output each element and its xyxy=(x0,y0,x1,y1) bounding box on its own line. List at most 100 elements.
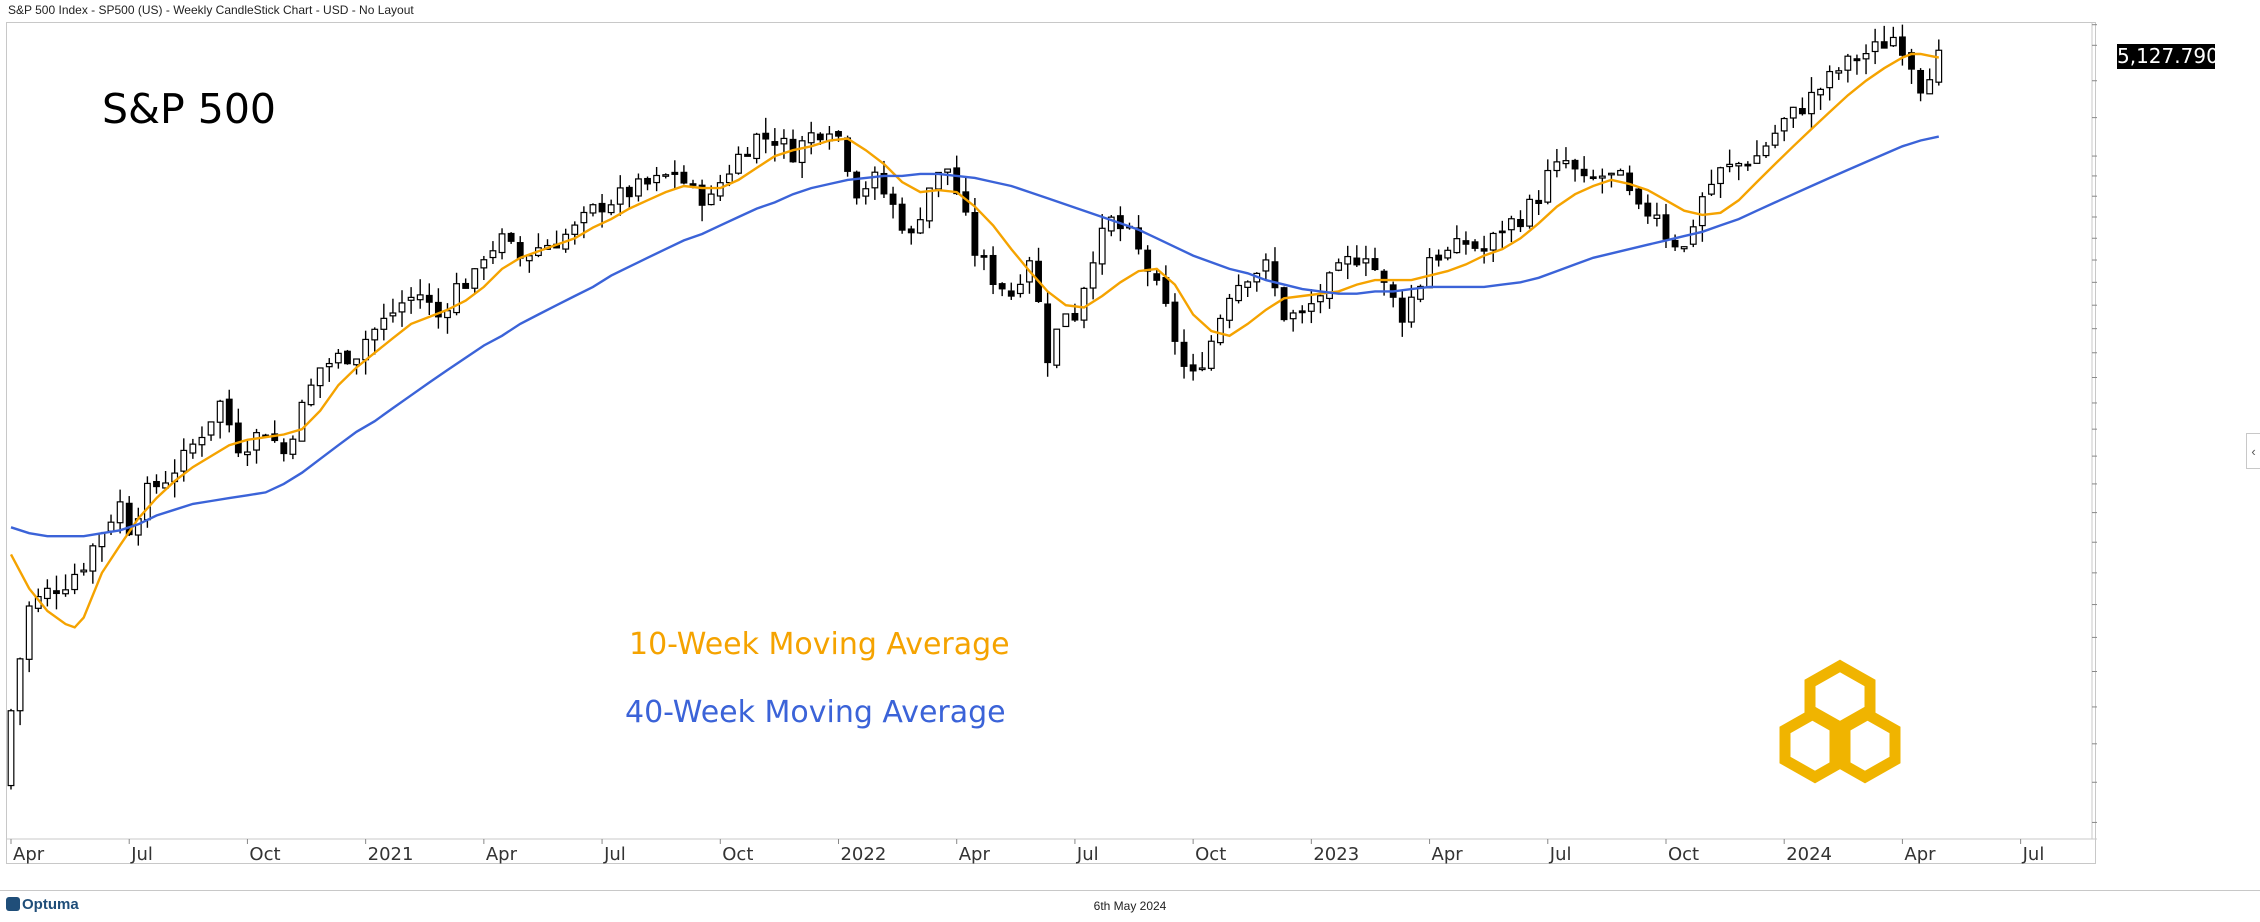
candle-body xyxy=(880,172,888,195)
candle-body xyxy=(1462,240,1470,245)
candle-body xyxy=(598,202,606,213)
candle-body xyxy=(143,482,151,521)
last-price-badge: 5,127.790 xyxy=(2117,44,2219,69)
candle-body xyxy=(98,532,106,548)
candle-body xyxy=(25,605,33,660)
y-axis: 5320.0005200.0005000.0004800.0004600.000… xyxy=(2091,23,2097,839)
candle-body xyxy=(998,283,1006,290)
candle-body xyxy=(816,133,824,141)
candle-body xyxy=(1571,159,1579,170)
candle-body xyxy=(1708,183,1715,195)
candle-body xyxy=(1580,168,1588,177)
candle-body xyxy=(1598,175,1606,179)
candle-body xyxy=(926,187,933,222)
candle-body xyxy=(416,294,424,301)
candle-body xyxy=(344,350,351,365)
candle-body xyxy=(1726,163,1734,168)
candle-body xyxy=(116,501,124,524)
chart-svg[interactable]: 5320.0005200.0005000.0004800.0004600.000… xyxy=(7,23,2097,865)
x-tick-label: 2023 xyxy=(1313,844,1359,865)
candle-body xyxy=(1298,310,1306,314)
candle-body xyxy=(1489,232,1497,251)
moving-averages-layer xyxy=(9,52,1940,629)
candle-body xyxy=(1435,254,1443,261)
x-tick-label: Jul xyxy=(130,844,153,865)
candle-body xyxy=(989,254,997,286)
chart-area[interactable]: 5320.0005200.0005000.0004800.0004600.000… xyxy=(6,22,2097,865)
candle-body xyxy=(753,133,761,160)
candle-body xyxy=(1562,160,1570,165)
x-tick-label: Apr xyxy=(13,844,45,865)
candle-body xyxy=(507,232,515,242)
x-tick-label: Jul xyxy=(1549,844,1572,865)
candle-body xyxy=(1517,218,1524,228)
candle-body xyxy=(707,193,715,206)
x-tick-label: Jul xyxy=(2022,844,2045,865)
candle-body xyxy=(1353,257,1361,266)
candle-body xyxy=(689,183,697,186)
candle-body xyxy=(425,294,433,303)
candle-body xyxy=(889,193,897,205)
candle-body xyxy=(1453,238,1461,254)
candle-body xyxy=(644,177,651,185)
candle-body xyxy=(398,302,406,313)
candle-body xyxy=(944,168,952,173)
candle-body xyxy=(1889,36,1897,47)
candle-body xyxy=(1662,214,1670,240)
candle-body xyxy=(1280,287,1288,321)
candle-body xyxy=(498,233,506,254)
collapse-panel-icon[interactable]: ‹ xyxy=(2246,433,2260,469)
candle-body xyxy=(1162,277,1170,304)
candle-body xyxy=(1080,287,1088,321)
candle-body xyxy=(1798,108,1806,115)
optuma-logo[interactable]: Optuma xyxy=(6,896,79,913)
candle-body xyxy=(180,449,188,472)
footer-date: 6th May 2024 xyxy=(1093,899,1167,913)
candle-body xyxy=(1189,364,1197,372)
candle-body xyxy=(1344,255,1352,265)
candle-body xyxy=(1908,52,1915,70)
candle-body xyxy=(1144,249,1152,272)
candle-body xyxy=(1444,249,1452,259)
legend-40-week-ma: 40-Week Moving Average xyxy=(625,695,1006,730)
candle-body xyxy=(1071,312,1079,321)
candle-body xyxy=(380,317,388,330)
candle-body xyxy=(7,710,15,787)
brand-logo-icon xyxy=(1779,659,1901,784)
x-axis: Apr Jul Oct 2021 Apr Jul Oct 2022 Apr Jul Oct 2023 A… xyxy=(7,838,2097,865)
candle-body xyxy=(234,422,242,454)
ma-10-week-line xyxy=(9,52,1940,629)
footer-bar: Optuma 6th May 2024 xyxy=(0,890,2260,922)
candle-body xyxy=(1098,227,1106,265)
candle-body xyxy=(216,400,224,423)
candle-body xyxy=(571,224,579,235)
candle-body xyxy=(1762,145,1770,157)
candle-body xyxy=(1717,167,1724,185)
candle-body xyxy=(298,401,306,442)
candle-body xyxy=(1617,169,1624,176)
candle-body xyxy=(1407,296,1415,323)
ma-40-week-line xyxy=(10,135,1940,538)
candle-body xyxy=(407,296,415,301)
candle-body xyxy=(1371,258,1379,271)
candle-body xyxy=(1107,216,1115,232)
candle-body xyxy=(1171,301,1179,342)
candle-body xyxy=(1498,230,1506,234)
candle-body xyxy=(1744,163,1752,167)
candle-body xyxy=(780,137,788,145)
candle-body xyxy=(1808,91,1815,115)
candle-body xyxy=(280,442,288,455)
candle-body xyxy=(980,255,988,258)
x-tick-label: Oct xyxy=(249,844,280,865)
candle-body xyxy=(771,141,779,146)
candle-body xyxy=(1935,49,1943,83)
candle-body xyxy=(480,259,488,269)
candle-body xyxy=(1362,258,1370,264)
candle-body xyxy=(1507,218,1515,231)
candle-body xyxy=(71,573,79,591)
candle-body xyxy=(253,432,260,451)
candle-body xyxy=(489,250,497,259)
candle-body xyxy=(1917,69,1925,94)
candle-body xyxy=(580,211,588,224)
candle-body xyxy=(125,502,133,536)
